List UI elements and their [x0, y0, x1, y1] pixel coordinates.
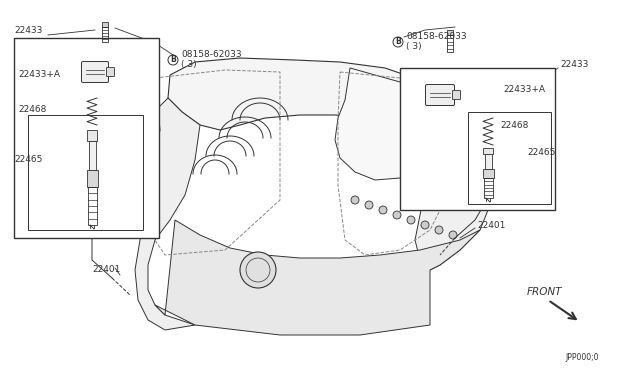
- Bar: [468, 112, 551, 204]
- Text: 22465: 22465: [14, 155, 42, 164]
- Bar: [88, 187, 97, 225]
- Text: 22468: 22468: [18, 105, 46, 114]
- Bar: [483, 148, 493, 154]
- Text: 22401: 22401: [477, 221, 506, 230]
- Text: JPP000;0: JPP000;0: [565, 353, 598, 362]
- Text: 22433: 22433: [14, 26, 42, 35]
- Text: 22401: 22401: [92, 265, 120, 274]
- Text: B: B: [170, 55, 176, 64]
- Polygon shape: [135, 98, 200, 330]
- Bar: [484, 154, 492, 169]
- Bar: [102, 22, 108, 27]
- Bar: [28, 115, 143, 230]
- Circle shape: [407, 216, 415, 224]
- Text: B: B: [395, 38, 401, 46]
- Bar: [102, 27, 108, 42]
- Bar: [447, 30, 453, 35]
- Bar: [87, 130, 97, 141]
- Text: 22433+A: 22433+A: [18, 70, 60, 79]
- Text: 22465: 22465: [527, 148, 556, 157]
- FancyBboxPatch shape: [106, 67, 115, 77]
- Bar: [483, 169, 493, 178]
- Circle shape: [240, 252, 276, 288]
- FancyBboxPatch shape: [426, 84, 454, 106]
- Bar: [447, 35, 453, 52]
- Circle shape: [421, 221, 429, 229]
- Circle shape: [365, 201, 373, 209]
- Bar: [88, 141, 95, 170]
- Polygon shape: [415, 122, 490, 270]
- Text: 22468: 22468: [500, 121, 529, 130]
- Text: ( 3): ( 3): [406, 42, 422, 51]
- Circle shape: [379, 206, 387, 214]
- Bar: [400, 68, 555, 210]
- Text: FRONT: FRONT: [527, 287, 563, 297]
- Circle shape: [449, 231, 457, 239]
- Bar: [86, 170, 97, 187]
- Text: 22433: 22433: [560, 60, 588, 69]
- Bar: [14, 38, 159, 238]
- Circle shape: [351, 196, 359, 204]
- Text: ( 3): ( 3): [181, 60, 196, 69]
- FancyBboxPatch shape: [81, 61, 109, 83]
- FancyBboxPatch shape: [452, 90, 461, 99]
- Text: 22433+A: 22433+A: [503, 85, 545, 94]
- Text: 08158-62033: 08158-62033: [406, 32, 467, 41]
- Polygon shape: [335, 68, 445, 180]
- Bar: [483, 178, 493, 198]
- Text: 08158-62033: 08158-62033: [181, 50, 242, 59]
- Circle shape: [393, 37, 403, 47]
- Circle shape: [168, 55, 178, 65]
- Circle shape: [393, 211, 401, 219]
- Circle shape: [435, 226, 443, 234]
- Polygon shape: [168, 58, 450, 130]
- Polygon shape: [155, 220, 480, 335]
